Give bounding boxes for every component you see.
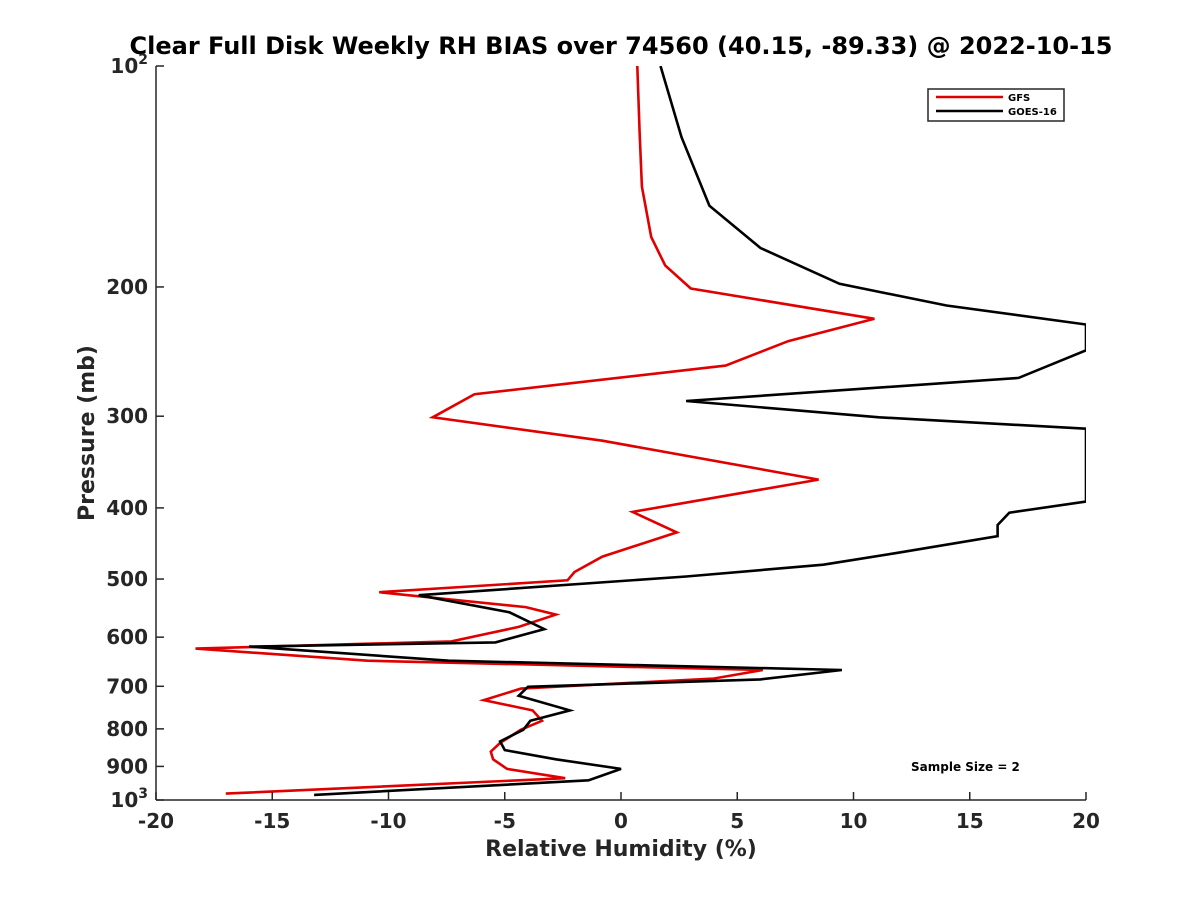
legend-box: [927, 88, 1065, 122]
series-line-goes16: [248, 66, 1086, 797]
legend: GFS GOES-16: [927, 88, 1065, 122]
x-axis-label: Relative Humidity (%): [485, 837, 757, 862]
x-tick-label: -20: [138, 809, 174, 833]
series-layer: [195, 66, 1086, 797]
x-ticks: -20 -15 -10 -5 0 5 10 15 20: [138, 792, 1100, 833]
x-tick-label: -5: [494, 809, 516, 833]
x-tick-label: 5: [730, 809, 744, 833]
legend-label-goes16: GOES-16: [1008, 107, 1057, 118]
plot-area: -20 -15 -10 -5 0 5 10 15 20 10220030040050060070…: [106, 52, 1100, 833]
x-tick-label: 15: [956, 809, 984, 833]
y-tick-label: 400: [106, 496, 148, 520]
chart-title: Clear Full Disk Weekly RH BIAS over 7456…: [130, 32, 1113, 60]
legend-label-gfs: GFS: [1008, 93, 1030, 104]
sample-size-annotation: Sample Size = 2: [911, 760, 1020, 774]
y-tick-label: 700: [106, 674, 148, 698]
x-tick-label: -10: [370, 809, 406, 833]
y-tick-label: 300: [106, 404, 148, 428]
y-tick-label: 800: [106, 717, 148, 741]
x-tick-label: 20: [1072, 809, 1100, 833]
y-tick-label: 500: [106, 567, 148, 591]
x-tick-label: -15: [254, 809, 290, 833]
x-tick-label: 10: [840, 809, 868, 833]
y-axis-label: Pressure (mb): [75, 345, 100, 521]
x-tick-label: 0: [614, 809, 628, 833]
y-tick-label: 200: [106, 275, 148, 299]
y-tick-label: 600: [106, 625, 148, 649]
y-tick-label: 900: [106, 754, 148, 778]
